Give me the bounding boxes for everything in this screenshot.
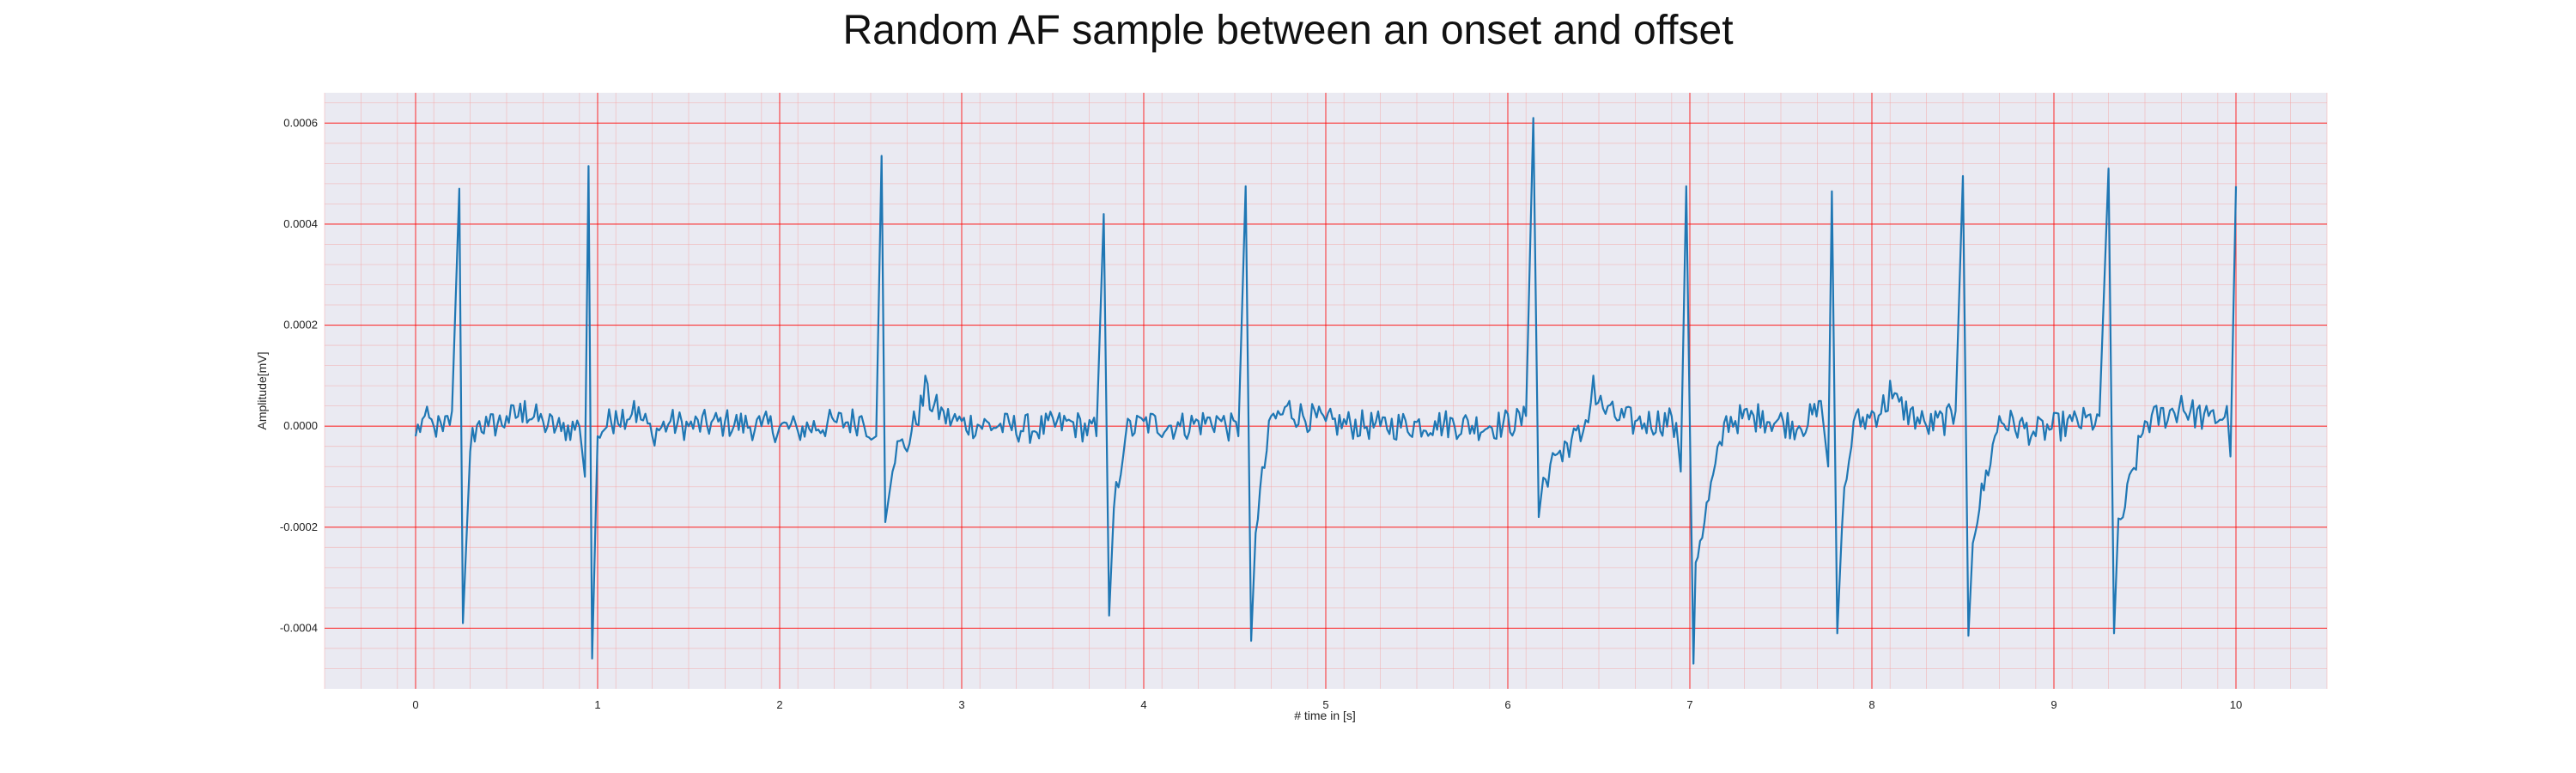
x-tick-label: 3 xyxy=(958,698,964,711)
chart-title: Random AF sample between an onset and of… xyxy=(842,8,1734,53)
x-tick-label: 7 xyxy=(1686,698,1692,711)
x-tick-label: 8 xyxy=(1868,698,1874,711)
y-tick-label: 0.0004 xyxy=(283,217,318,230)
ecg-trace-line xyxy=(414,117,2238,665)
x-tick-label: 2 xyxy=(776,698,782,711)
x-axis-ticks: 0 1 2 3 4 5 6 7 8 9 10 xyxy=(412,698,2242,711)
series-layer xyxy=(414,117,2238,665)
x-tick-label: 5 xyxy=(1322,698,1328,711)
x-tick-label: 6 xyxy=(1504,698,1510,711)
y-tick-label: 0.0002 xyxy=(283,319,318,332)
y-tick-label: -0.0002 xyxy=(280,520,318,533)
x-tick-label: 1 xyxy=(594,698,600,711)
y-tick-label: 0.0006 xyxy=(283,116,318,129)
y-tick-label: -0.0004 xyxy=(280,621,318,634)
major-grid xyxy=(325,93,2327,689)
x-tick-label: 0 xyxy=(412,698,418,711)
y-axis-ticks: -0.0004 -0.0002 0.0000 0.0002 0.0004 0.0006 xyxy=(280,116,318,634)
x-tick-label: 10 xyxy=(2230,698,2242,711)
x-axis-label: # time in [s] xyxy=(1294,709,1356,722)
y-axis-label: Amplitude[mV] xyxy=(255,351,269,429)
y-tick-label: 0.0000 xyxy=(283,419,318,432)
x-tick-label: 4 xyxy=(1140,698,1146,711)
x-tick-label: 9 xyxy=(2050,698,2057,711)
